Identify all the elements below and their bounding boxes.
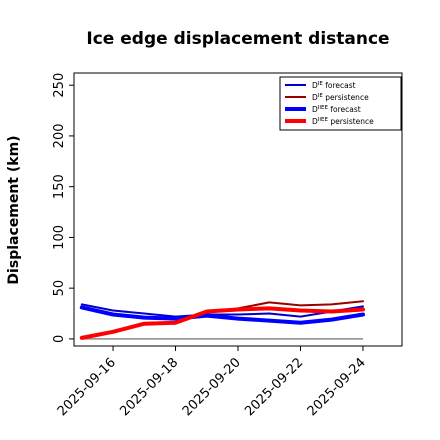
chart-title: Ice edge displacement distance <box>86 29 389 49</box>
y-tick-label: 50 <box>52 280 67 297</box>
y-axis-label: Displacement (km) <box>6 135 22 284</box>
series-line-3 <box>79 305 365 325</box>
series-line-1 <box>80 303 364 318</box>
legend-label-1: DIE forecast <box>312 81 356 90</box>
x-tick-label: 2025-09-22 <box>242 355 306 419</box>
legend: DIE forecast DIE persistence DIIEE forecas… <box>279 76 402 131</box>
x-tick-label: 2025-09-18 <box>117 355 181 419</box>
x-tick-label: 2025-09-20 <box>180 355 244 419</box>
x-tick-label: 2025-09-16 <box>55 355 119 419</box>
x-tick-label: 2025-09-24 <box>305 355 369 419</box>
y-tick-label: 150 <box>52 174 67 199</box>
legend-label-4: DIIEE persistence <box>312 117 374 126</box>
legend-label-2: DIE persistence <box>312 93 369 102</box>
y-tick-label: 0 <box>52 335 67 343</box>
y-tick-label: 200 <box>52 124 67 149</box>
series-layer <box>79 300 365 340</box>
series-line-4 <box>79 306 365 340</box>
legend-label-3: DIIEE forecast <box>312 105 361 114</box>
y-tick-label: 250 <box>52 73 67 98</box>
y-tick-label: 100 <box>52 225 67 250</box>
